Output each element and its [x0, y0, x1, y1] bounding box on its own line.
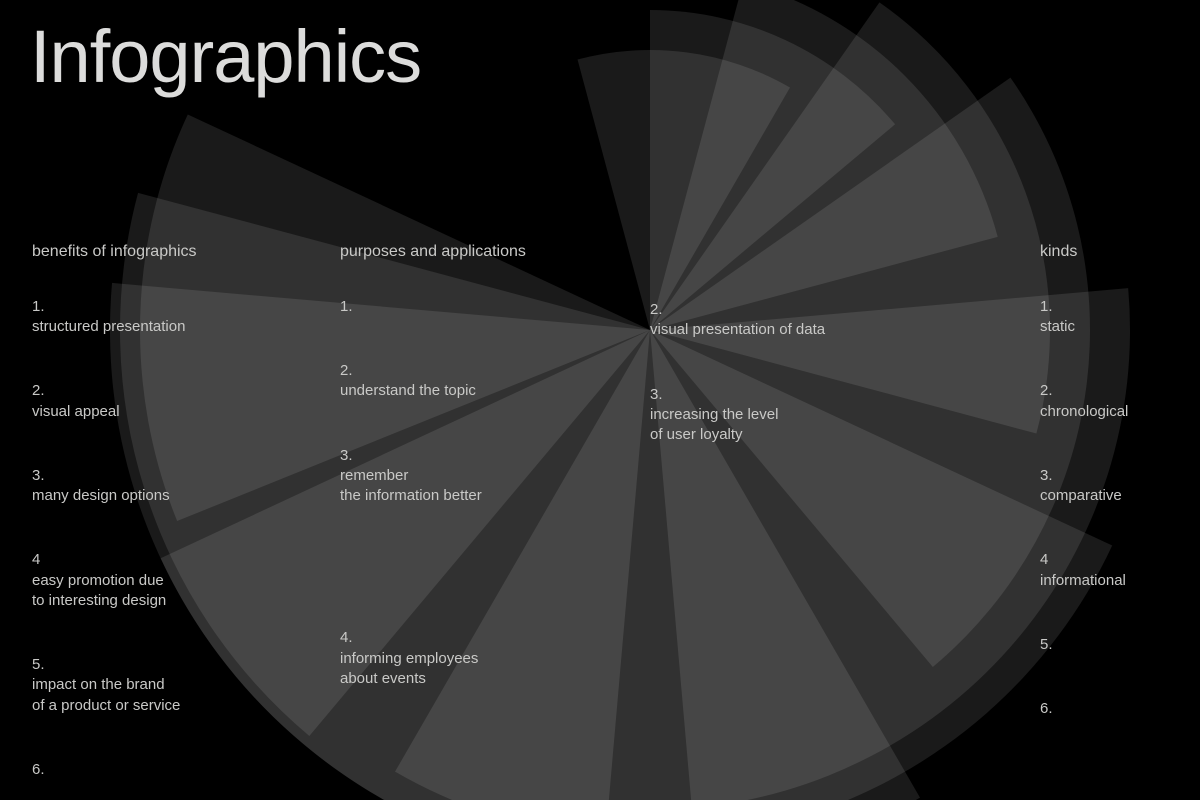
page-title: Infographics: [30, 14, 421, 99]
column-heading-kinds: kinds: [1040, 242, 1200, 263]
benefits-item-1-text: structured presentation: [32, 317, 312, 337]
benefits-item-2-number: 2.: [32, 381, 312, 401]
benefits-item-4: 4easy promotion dueto interesting design: [32, 550, 312, 611]
kinds-item-3-number: 3.: [1040, 466, 1200, 486]
kinds-item-3-text: comparative: [1040, 486, 1200, 506]
purposes-item-5-text: informing employees: [340, 649, 620, 669]
purposes-item-3: 3.rememberthe information better: [340, 446, 620, 507]
purposes-item-3-number: 3.: [340, 446, 620, 466]
benefits-item-1: 1.structured presentation: [32, 297, 312, 338]
column-heading-benefits: benefits of infographics: [32, 242, 312, 263]
purposes-item-2: 3.increasing the levelof user loyalty: [650, 385, 930, 446]
fan-blade-2: [650, 10, 895, 330]
kinds-item-2-text: chronological: [1040, 402, 1200, 422]
kinds-item-4: 4informational: [1040, 550, 1200, 591]
purposes-item-3-text: the information better: [340, 486, 620, 506]
purposes-item-4: [340, 550, 620, 584]
purposes-item-2-text: of user loyalty: [650, 425, 930, 445]
purposes-item-1: 1.: [340, 297, 620, 317]
purposes-item-5-text: about events: [340, 669, 620, 689]
infographic-canvas: Infographics benefits of infographics 1.…: [0, 0, 1200, 800]
kinds-item-1-number: 1.: [1040, 297, 1200, 317]
benefits-item-4-number: 4: [32, 550, 312, 570]
purposes-item-2-text: increasing the level: [650, 405, 930, 425]
kinds-item-5: 5.: [1040, 635, 1200, 655]
purposes-item-5-number: 4.: [340, 628, 620, 648]
column-heading-purposes: purposes and applications: [340, 242, 620, 263]
kinds-item-3: 3.comparative: [1040, 466, 1200, 507]
benefits-item-3-text: many design options: [32, 486, 312, 506]
column-purposes: purposes and applications 1. 2.understand…: [340, 242, 620, 733]
purposes-item-2-number: 2.: [340, 361, 620, 381]
kinds-item-6: 6.: [1040, 699, 1200, 719]
kinds-item-2: 2.chronological: [1040, 381, 1200, 422]
column-kinds: kinds 1.static 2.chronological 3.comparati…: [1040, 242, 1200, 763]
kinds-item-4-text: informational: [1040, 571, 1200, 591]
benefits-item-2-text: visual appeal: [32, 402, 312, 422]
benefits-item-6-number: 6.: [32, 760, 312, 780]
benefits-item-4-text: to interesting design: [32, 591, 312, 611]
benefits-item-3-number: 3.: [32, 466, 312, 486]
benefits-item-5-text: of a product or service: [32, 696, 312, 716]
purposes-item-2-number: 3.: [650, 385, 930, 405]
kinds-item-4-number: 4: [1040, 550, 1200, 570]
kinds-item-6-number: 6.: [1040, 699, 1200, 719]
kinds-item-2-number: 2.: [1040, 381, 1200, 401]
benefits-item-5-text: impact on the brand: [32, 675, 312, 695]
kinds-item-1: 1.static: [1040, 297, 1200, 338]
purposes-item-1-text: visual presentation of data: [650, 320, 930, 340]
purposes-item-2-text: understand the topic: [340, 381, 620, 401]
purposes-item-5: 4.informing employeesabout events: [340, 628, 620, 689]
column-purposes-continuation: 2.visual presentation of data 3.increasin…: [650, 300, 930, 489]
purposes-item-1-number: 2.: [650, 300, 930, 320]
benefits-item-1-number: 1.: [32, 297, 312, 317]
benefits-item-6: 6.: [32, 760, 312, 780]
purposes-item-1: 2.visual presentation of data: [650, 300, 930, 341]
purposes-item-1-number: 1.: [340, 297, 620, 317]
purposes-item-2: 2.understand the topic: [340, 361, 620, 402]
column-benefits: benefits of infographics 1.structured pr…: [32, 242, 312, 800]
fan-blade-3: [650, 0, 998, 330]
benefits-item-4-text: easy promotion due: [32, 571, 312, 591]
kinds-item-5-number: 5.: [1040, 635, 1200, 655]
benefits-item-2: 2.visual appeal: [32, 381, 312, 422]
benefits-item-3: 3.many design options: [32, 466, 312, 507]
benefits-item-5: 5.impact on the brandof a product or ser…: [32, 655, 312, 716]
kinds-item-1-text: static: [1040, 317, 1200, 337]
benefits-item-5-number: 5.: [32, 655, 312, 675]
purposes-item-3-text: remember: [340, 466, 620, 486]
